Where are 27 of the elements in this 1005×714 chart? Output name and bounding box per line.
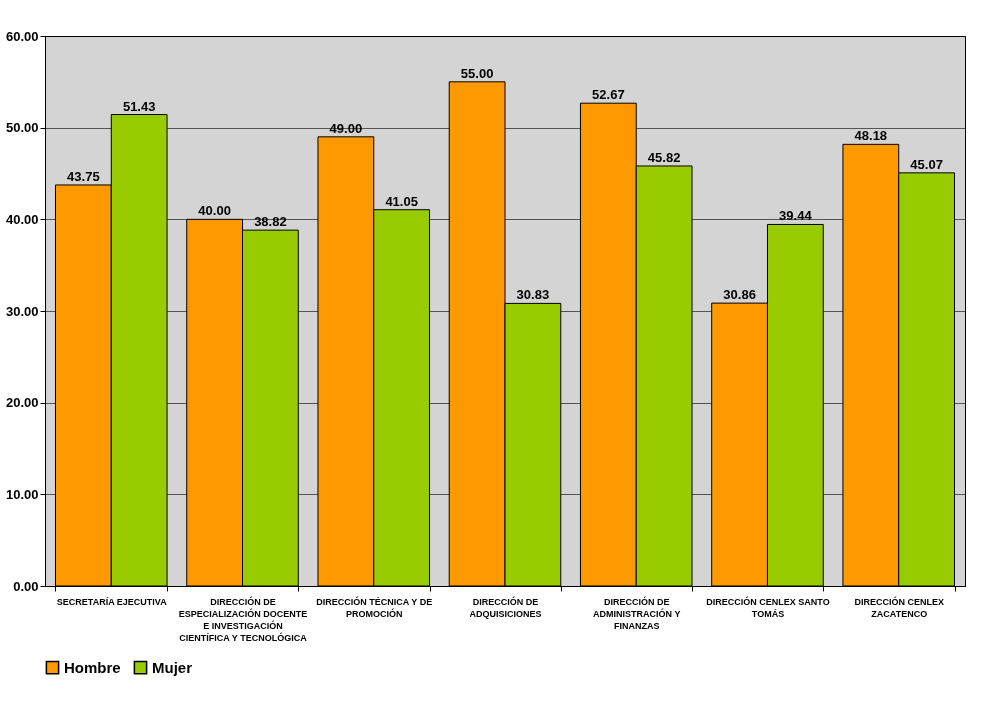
x-tick-label: SECRETARÍA EJECUTIVA	[56, 596, 168, 607]
data-label: 51.43	[122, 98, 156, 114]
data-label: 55.00	[460, 65, 494, 81]
x-tick-label: DIRECCIÓN CENLEX ZACATENCO	[854, 595, 944, 619]
x-tick-label: DIRECCIÓN DE ADQUISICIONES	[469, 595, 542, 619]
data-label: 45.07	[910, 156, 943, 172]
y-tick-label: 50.00	[5, 120, 39, 136]
y-tick-label: 40.00	[5, 211, 39, 227]
legend-label: Hombre	[64, 658, 121, 676]
x-tick-label: DIRECCIÓN DE ESPECIALIZACIÓN DOCENTE E INVESTIGACIÓN CIENTÍFICA Y TECNOLÓGICA	[178, 595, 308, 643]
data-label: 43.75	[67, 168, 100, 184]
y-tick-label: 60.00	[5, 28, 39, 44]
data-label: 40.00	[198, 203, 231, 219]
y-tick-label: 10.00	[5, 486, 39, 502]
y-tick-label: 0.00	[13, 578, 39, 594]
data-label: 30.86	[723, 287, 756, 303]
x-tick-label: DIRECCIÓN DE ADMINISTRACIÓN Y FINANZAS	[593, 595, 681, 631]
x-tick-label: DIRECCIÓN TÉCNICA Y DE PROMOCIÓN	[316, 595, 433, 619]
data-label: 48.18	[854, 128, 888, 144]
y-tick-label: 20.00	[5, 395, 39, 411]
data-label: 41.05	[385, 193, 418, 209]
data-label: 45.82	[647, 149, 681, 165]
y-tick-label: 30.00	[5, 303, 39, 319]
x-tick-label: DIRECCIÓN CENLEX SANTO TOMÁS	[706, 595, 830, 619]
legend-label: Mujer	[152, 658, 193, 676]
data-label: 52.67	[592, 87, 625, 103]
data-label: 30.83	[516, 287, 550, 303]
